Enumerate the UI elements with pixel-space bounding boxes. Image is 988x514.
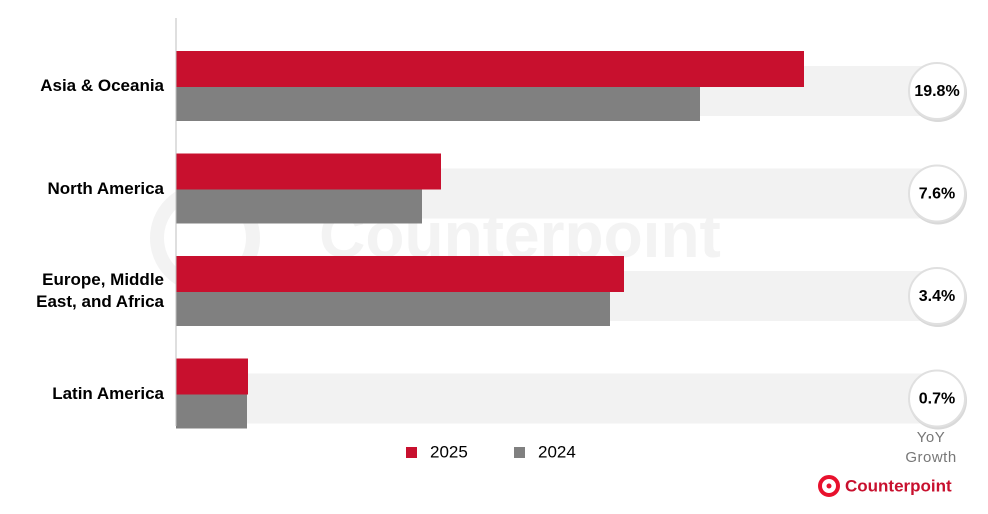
legend-label: 2024 [538, 442, 576, 461]
bar [176, 51, 804, 87]
bar [176, 358, 248, 395]
category-label: Asia & Oceania [40, 76, 164, 95]
brand-name: Counterpoint [845, 476, 952, 495]
bar [176, 256, 624, 292]
legend-swatch [406, 447, 417, 458]
category-label: Latin America [52, 383, 164, 403]
legend-label: 2025 [430, 442, 468, 461]
bar [176, 189, 422, 224]
bar [176, 153, 441, 190]
bar [176, 87, 700, 121]
yoy-value-label: 19.8% [914, 83, 959, 100]
yoy-circle [908, 369, 966, 428]
yoy-circle [908, 62, 966, 120]
yoy-value-label: 0.7% [919, 391, 955, 408]
yoy-circle [908, 267, 966, 325]
category-label: Europe, Middle East, and Africa [36, 270, 164, 311]
yoy-label: YoY Growth [905, 429, 957, 466]
brand-logo [818, 475, 840, 497]
row-band [176, 373, 936, 424]
legend-swatch [514, 447, 525, 458]
brand-logo-dot [826, 483, 832, 489]
yoy-value-label: 7.6% [919, 186, 955, 203]
bar [176, 394, 247, 429]
bar [176, 292, 610, 326]
yoy-circle [908, 164, 966, 223]
yoy-value-label: 3.4% [919, 288, 955, 305]
category-label: North America [47, 178, 164, 198]
